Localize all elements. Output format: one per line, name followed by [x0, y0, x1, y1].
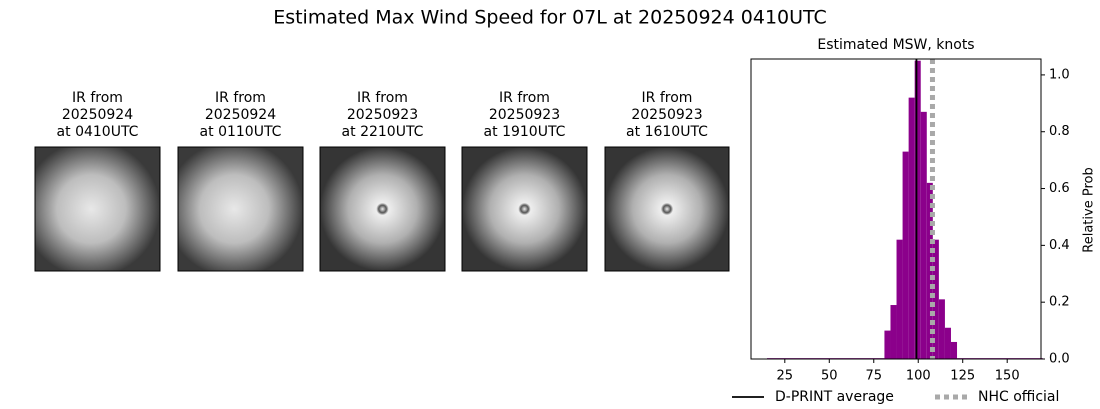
y-tick-label: 1.0 [1049, 67, 1070, 82]
panel-title: 20250924 [205, 107, 276, 123]
panel-title: at 1610UTC [626, 124, 708, 140]
bar [944, 327, 951, 359]
bar [890, 305, 897, 359]
panel-title: 20250923 [347, 107, 418, 123]
panel-title: IR from [357, 90, 408, 106]
panel-title: at 0410UTC [57, 124, 139, 140]
bar [908, 97, 915, 360]
ir-image [177, 146, 304, 272]
bar [920, 111, 927, 359]
y-axis-label: Relative Prob [1082, 167, 1097, 252]
bar [932, 239, 939, 359]
ir-image [604, 146, 730, 272]
y-tick-label: 0.4 [1049, 238, 1070, 253]
satellite-images [34, 146, 730, 272]
ir-image [34, 146, 161, 272]
ir-image [461, 146, 588, 272]
panel-title: at 1910UTC [484, 124, 566, 140]
panel-title: 20250924 [62, 107, 133, 123]
y-tick-label: 0.0 [1049, 352, 1070, 367]
x-tick-label: 25 [777, 369, 794, 384]
plot-frame [750, 58, 1042, 360]
panel-title: 20250923 [631, 107, 702, 123]
ir-image [319, 146, 446, 272]
panel-title: at 0110UTC [200, 124, 282, 140]
chart-title: Estimated MSW, knots [817, 37, 974, 53]
legend-label: NHC official [978, 389, 1059, 405]
x-tick-label: 150 [995, 369, 1020, 384]
legend-label: D-PRINT average [775, 389, 894, 405]
x-tick-label: 75 [865, 369, 882, 384]
bar [884, 330, 891, 359]
y-tick-label: 0.8 [1049, 124, 1070, 139]
x-tick-label: 50 [821, 369, 838, 384]
panel-title: IR from [642, 90, 693, 106]
bar [938, 299, 945, 359]
bar [896, 239, 903, 359]
bar [926, 182, 933, 359]
panel-title: 20250923 [489, 107, 560, 123]
x-tick-label: 125 [950, 369, 975, 384]
y-tick-label: 0.2 [1049, 295, 1070, 310]
bar [902, 151, 909, 359]
bar [950, 341, 958, 359]
panel-title: at 2210UTC [342, 124, 424, 140]
panel-title: IR from [72, 90, 123, 106]
figure-title: Estimated Max Wind Speed for 07L at 2025… [273, 7, 827, 29]
bar [914, 60, 921, 360]
y-tick-label: 0.6 [1049, 181, 1070, 196]
panel-title: IR from [215, 90, 266, 106]
x-tick-label: 100 [906, 369, 931, 384]
panel-title: IR from [499, 90, 550, 106]
